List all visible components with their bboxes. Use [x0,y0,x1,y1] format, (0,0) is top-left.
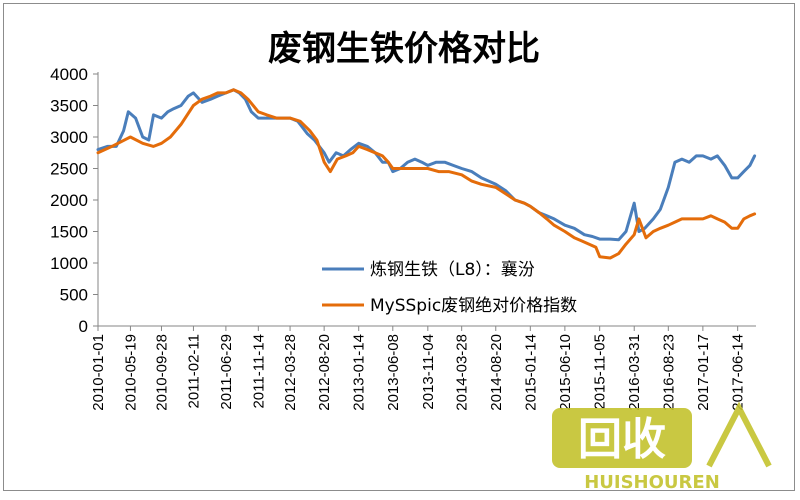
x-tick-label: 2010-01-01 [90,334,107,411]
watermark-logo: 回收 HUISHOUREN [552,401,772,490]
y-tick-label: 0 [79,317,88,336]
x-tick-label: 2015-01-14 [522,334,539,411]
x-tick-label: 2011-02-11 [185,334,202,409]
price-comparison-chart: 废钢生铁价格对比 0 500 1000 1500 2000 2500 3000 3500 400… [50,29,772,490]
watermark-badge [552,408,692,468]
x-tick-label: 2015-11-05 [592,334,609,410]
y-tick-label: 4000 [50,65,88,84]
series-line-scrap-index [96,88,757,260]
x-tick-label: 2016-03-31 [626,334,643,411]
legend-label-scrap-index: MySSpic废钢绝对价格指数 [370,296,577,316]
y-tick-label: 2000 [50,191,88,210]
x-tick-label: 2012-03-28 [282,334,299,411]
y-tick-label: 2500 [50,160,88,179]
watermark-subtext: HUISHOUREN [584,472,720,490]
y-tick-label: 3500 [50,97,88,116]
watermark-text: 回收 [578,414,666,465]
x-tick-label: 2013-06-08 [385,334,402,411]
y-tick-label: 1500 [50,223,88,242]
x-tick-label: 2013-11-04 [420,334,437,410]
y-tick-label: 500 [60,286,88,305]
x-tick-label: 2010-05-19 [122,334,139,411]
x-tick-label: 2011-11-14 [250,334,267,409]
x-tick-label: 2013-01-14 [351,334,368,411]
x-tick-label: 2011-06-29 [218,334,235,410]
y-tick-label: 1000 [50,254,88,273]
legend: 炼钢生铁（L8）：襄汾 MySSpic废钢绝对价格指数 [322,259,577,316]
y-axis: 0 500 1000 1500 2000 2500 3000 3500 4000 [50,65,99,336]
x-tick-label: 2014-03-28 [454,334,471,411]
chart-frame: 废钢生铁价格对比 0 500 1000 1500 2000 2500 3000 3500 400… [3,3,795,491]
legend-label-pig-iron: 炼钢生铁（L8）：襄汾 [370,259,535,280]
series-line-pig-iron [96,88,757,242]
x-tick-label: 2017-01-17 [695,334,712,411]
chart-title: 废钢生铁价格对比 [268,29,540,69]
x-tick-label: 2010-09-28 [153,334,170,411]
watermark-figure-icon [706,401,772,468]
x-tick-label: 2015-06-10 [557,334,574,411]
x-tick-label: 2014-08-20 [488,334,505,411]
x-tick-label: 2012-08-20 [316,334,333,411]
x-tick-label: 2017-06-14 [730,334,747,411]
plot-area [96,88,757,260]
x-axis: 2010-01-01 2010-05-19 2010-09-28 2011-02-11… [90,325,756,411]
y-tick-label: 3000 [50,128,88,147]
x-tick-label: 2016-08-23 [660,334,677,411]
